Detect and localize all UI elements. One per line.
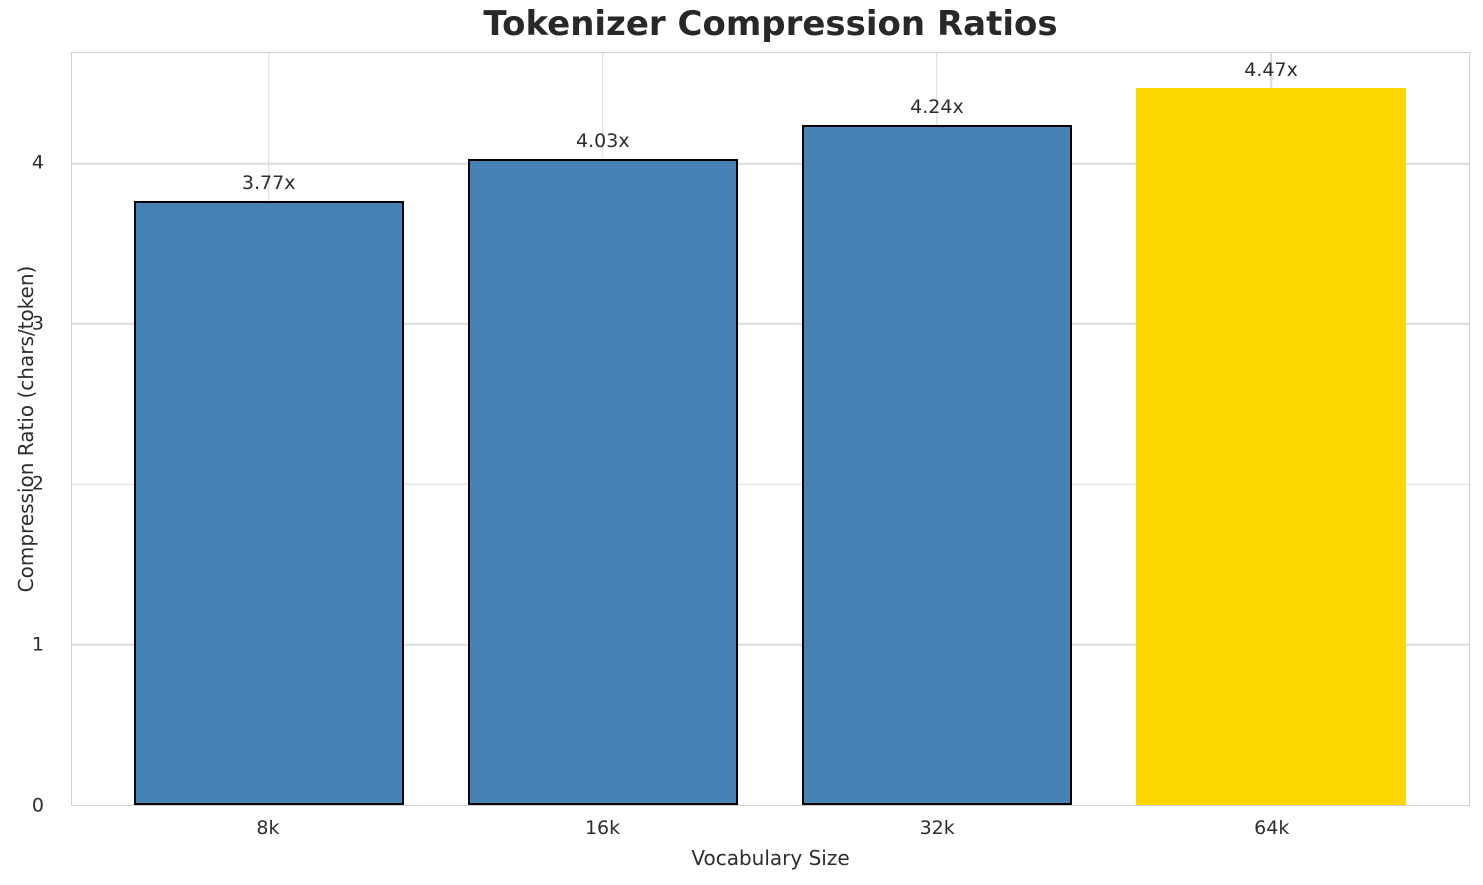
y-tick-label: 4 [31,151,44,174]
bar-value-label: 4.47x [1244,59,1298,82]
y-tick-label: 1 [31,633,44,656]
x-tick-row: 8k 16k 32k 64k [71,817,1470,843]
chart-title: Tokenizer Compression Ratios [483,4,1058,44]
bar-value-label: 4.03x [576,129,630,152]
x-axis-label: Vocabulary Size [691,846,850,870]
bar-16k [467,158,738,805]
bar-64k [1136,88,1407,805]
y-tick-label: 3 [31,312,44,335]
bar-value-label: 4.24x [910,96,964,119]
x-tick-label: 32k [919,817,955,839]
horizontal-gridline [72,643,1469,646]
x-tick-label: 64k [1254,817,1290,839]
x-tick-label: 16k [584,817,621,839]
y-tick-gutter: 0 1 2 3 4 [0,52,58,815]
plot-area: 3.77x 4.03x 4.24x 4.47x [71,52,1470,806]
y-tick-label: 2 [31,472,44,495]
bar-value-label: 3.77x [241,171,296,194]
horizontal-gridline [72,323,1469,325]
horizontal-gridline [72,162,1469,165]
horizontal-gridline [72,483,1469,486]
x-tick-label: 8k [256,817,280,839]
bar-8k [133,200,404,805]
y-tick-label: 0 [31,794,44,817]
bar-32k [801,125,1072,805]
